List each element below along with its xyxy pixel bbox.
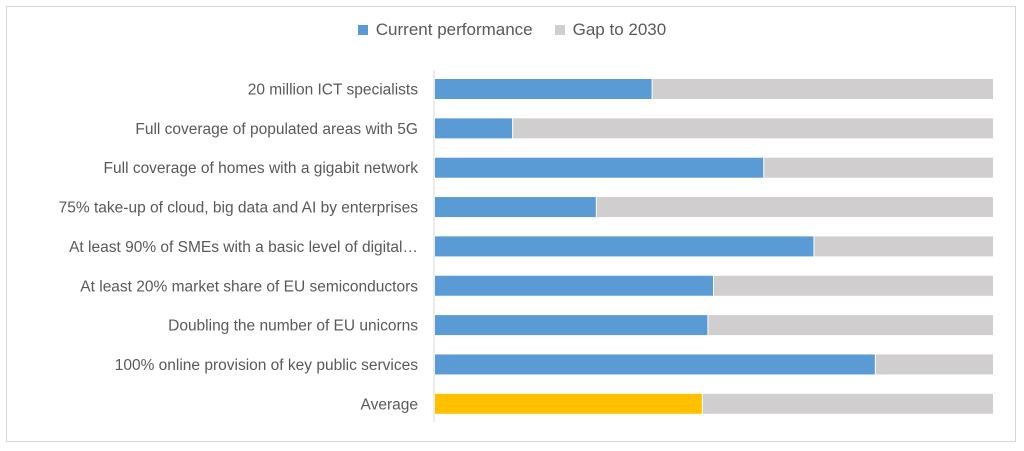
- bar-current-performance: [435, 197, 596, 218]
- category-label: 20 million ICT specialists: [248, 82, 419, 99]
- bar-current-performance: [435, 118, 513, 139]
- legend-swatch-gap: [554, 25, 565, 35]
- bar-gap-to-2030: [708, 315, 993, 336]
- bar-gap-to-2030: [702, 393, 993, 414]
- bar-current-performance: [435, 236, 814, 257]
- category-label: Doubling the number of EU unicorns: [168, 318, 418, 335]
- legend-label-current: Current performance: [375, 20, 533, 39]
- bar-current-performance: [435, 157, 764, 178]
- legend-swatch-current: [357, 25, 368, 35]
- category-label: Full coverage of homes with a gigabit ne…: [104, 160, 419, 177]
- category-label: Average: [361, 396, 418, 413]
- bar-gap-to-2030: [764, 157, 993, 178]
- bar-gap-to-2030: [652, 79, 993, 99]
- bar-gap-to-2030: [714, 275, 993, 296]
- bar-current-performance: [435, 393, 702, 414]
- category-label: At least 90% of SMEs with a basic level …: [69, 239, 418, 256]
- category-label: At least 20% market share of EU semicond…: [80, 278, 418, 295]
- bar-gap-to-2030: [596, 197, 993, 218]
- bar-current-performance: [435, 79, 652, 99]
- bar-current-performance: [435, 315, 708, 336]
- bar-current-performance: [435, 354, 875, 375]
- legend-item-gap: Gap to 2030: [554, 20, 667, 40]
- category-label: 100% online provision of key public serv…: [115, 357, 419, 374]
- bar-current-performance: [435, 275, 713, 296]
- bar-gap-to-2030: [814, 236, 993, 257]
- category-label: 75% take-up of cloud, big data and AI by…: [59, 200, 419, 217]
- legend-label-gap: Gap to 2030: [572, 20, 667, 39]
- legend: Current performance Gap to 2030: [0, 20, 1024, 40]
- legend-item-current: Current performance: [357, 20, 533, 40]
- category-label: Full coverage of populated areas with 5G: [135, 121, 418, 138]
- bar-gap-to-2030: [513, 118, 993, 139]
- bar-gap-to-2030: [875, 354, 993, 375]
